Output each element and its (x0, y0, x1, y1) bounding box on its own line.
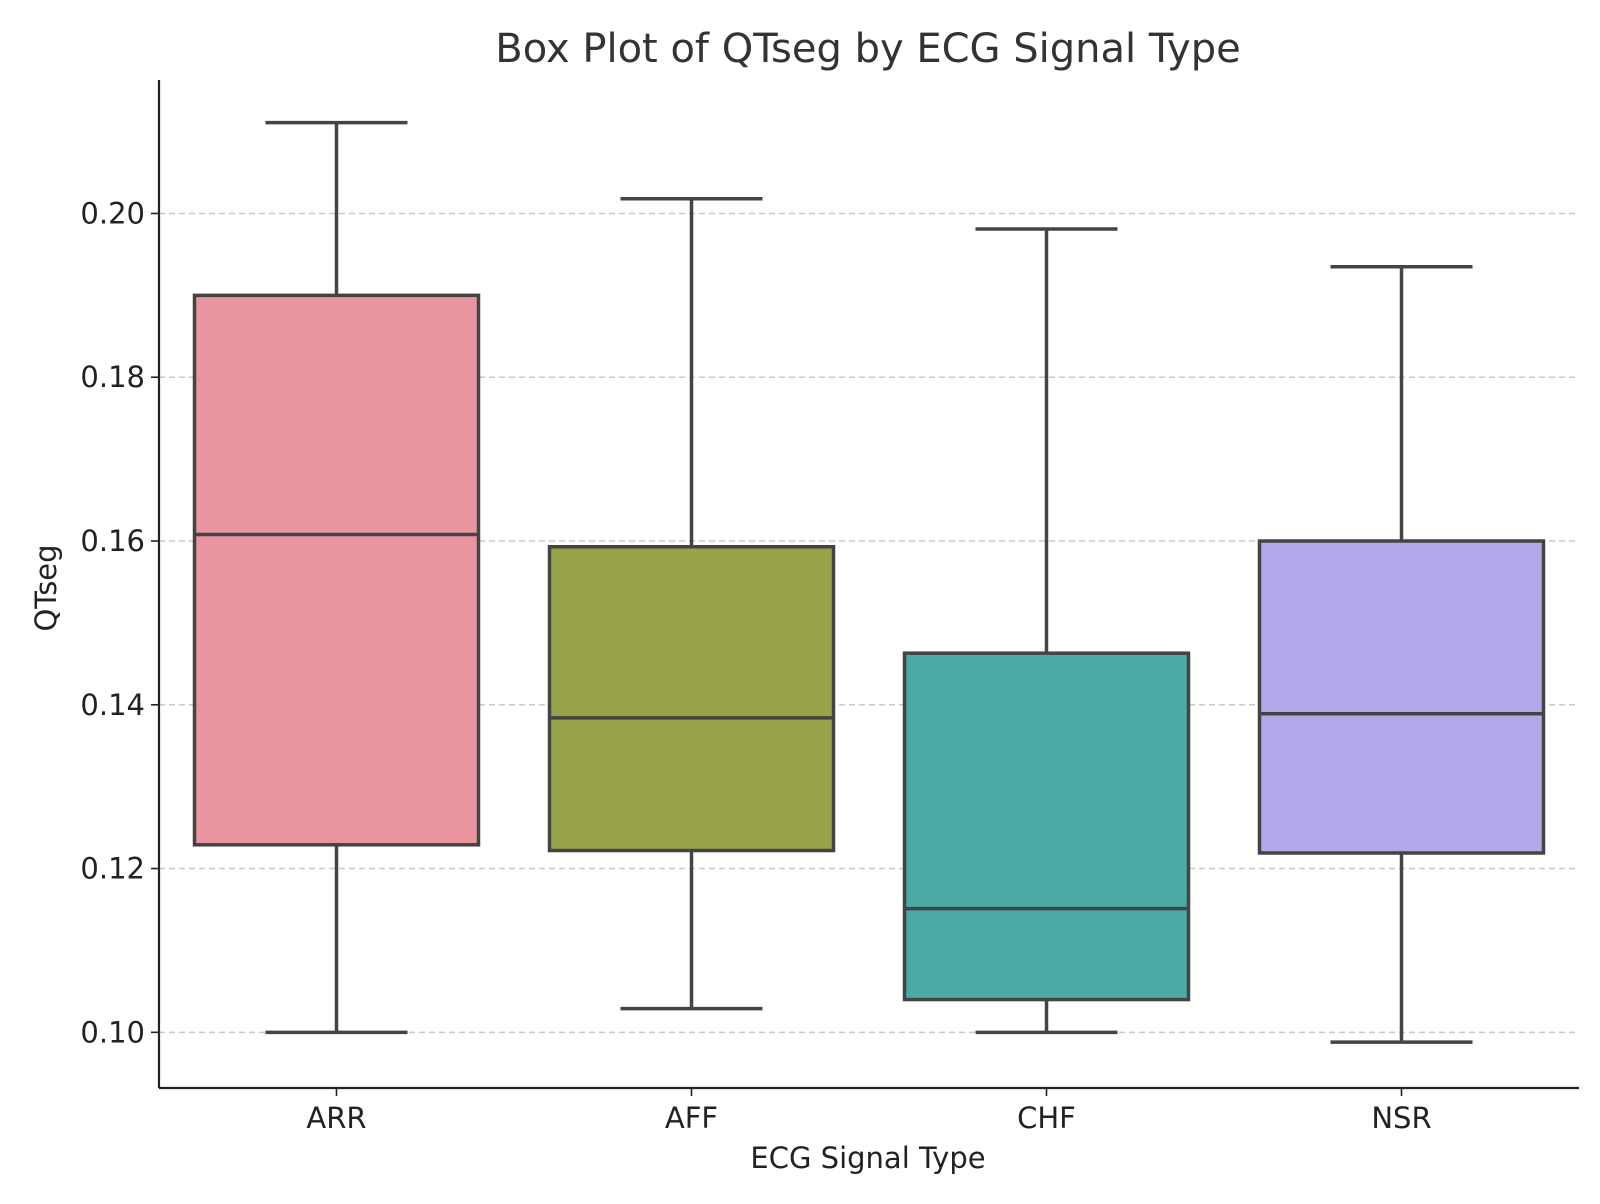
box-group-nsr (1257, 264, 1546, 1044)
iqr-box (192, 293, 481, 847)
y-tick-label: 0.20 (80, 196, 145, 230)
box-group-aff (547, 196, 836, 1011)
x-tick-label: CHF (1017, 1101, 1076, 1135)
chart-title: Box Plot of QTseg by ECG Signal Type (495, 26, 1240, 72)
iqr-box (902, 651, 1191, 1002)
y-tick-label: 0.12 (80, 852, 145, 886)
axes: 0.10 0.12 0.14 0.16 0.18 0.20 ARR AFF CHF NSR (80, 80, 1579, 1135)
y-tick-label: 0.18 (80, 360, 145, 394)
boxes (192, 120, 1546, 1044)
x-tick-label: AFF (665, 1101, 718, 1135)
x-tick-label: NSR (1371, 1101, 1431, 1135)
box-group-chf (902, 227, 1191, 1035)
y-tick-label: 0.10 (80, 1015, 145, 1049)
y-axis-label: QTseg (29, 544, 63, 631)
iqr-box (1257, 539, 1546, 855)
y-tick-label: 0.16 (80, 524, 145, 558)
x-tick-label: ARR (306, 1101, 366, 1135)
x-axis-label: ECG Signal Type (750, 1141, 985, 1175)
box-group-arr (192, 120, 481, 1035)
y-tick-label: 0.14 (80, 688, 145, 722)
iqr-box (547, 544, 836, 853)
